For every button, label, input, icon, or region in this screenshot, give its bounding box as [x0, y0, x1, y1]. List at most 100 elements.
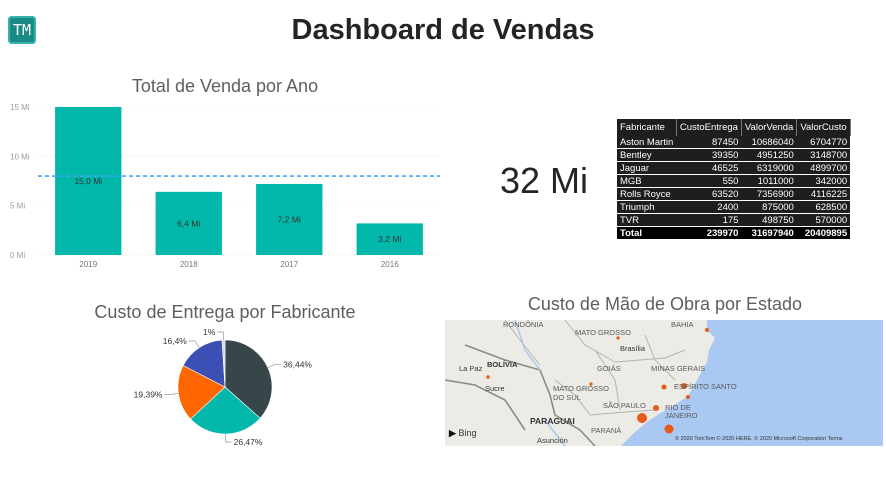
map-bubble[interactable] — [681, 383, 687, 389]
land-mass — [445, 320, 715, 446]
y-tick-label: 0 Mi — [10, 251, 25, 260]
river — [514, 320, 566, 446]
country-border — [445, 344, 596, 446]
table-header-row: Fabricante CustoEntrega ValorVenda Valor… — [617, 119, 851, 136]
pie-data-label: 36,44% — [283, 359, 312, 369]
fabricante-table[interactable]: Fabricante CustoEntrega ValorVenda Valor… — [617, 119, 851, 240]
bar-data-label: 7,2 Mi — [278, 214, 301, 224]
map-bubble[interactable] — [705, 328, 709, 332]
map-label: MATO GROSSO — [575, 328, 631, 337]
pie-data-label: 19,39% — [134, 389, 163, 399]
bar-data-label: 3,2 Mi — [378, 234, 401, 244]
pie-data-label: 1% — [203, 327, 216, 337]
pie-slice[interactable] — [224, 339, 273, 419]
pie-leader-line — [225, 433, 232, 443]
table-row[interactable]: MGB 550 1011000 342000 — [617, 174, 851, 188]
map-title: Custo de Mão de Obra por Estado — [527, 294, 803, 314]
map-label: ESPÍRITO SANTO — [674, 382, 737, 391]
pie-chart[interactable]: 36,44% 26,47% 19,39% 16,4% 1% — [100, 322, 340, 452]
map-bubble[interactable] — [616, 336, 620, 340]
cell: 4116225 — [796, 187, 851, 201]
cell: 1011000 — [741, 174, 797, 188]
y-tick-label: 15 Mi — [10, 103, 30, 112]
table-row[interactable]: TVR 175 498750 570000 — [617, 213, 851, 227]
map-visual[interactable]: RONDÔNIA MATO GROSSO BAHIA Brasília GOIÁ… — [445, 320, 883, 446]
cell: Jaguar — [617, 161, 677, 175]
state-borders — [504, 320, 686, 416]
cell: 342000 — [796, 174, 851, 188]
map-label: MINAS GERAIS — [651, 364, 706, 373]
pie-data-label: 16,4% — [163, 336, 188, 346]
x-tick-label: 2017 — [280, 260, 298, 269]
cell: 239970 — [676, 226, 742, 240]
map-label: PARANÁ — [591, 426, 622, 435]
column-header[interactable]: ValorCusto — [796, 119, 851, 136]
bar[interactable] — [356, 223, 423, 255]
cell: 46525 — [676, 161, 742, 175]
cell: 39350 — [676, 148, 742, 162]
bar-data-label: 15,0 Mi — [74, 176, 102, 186]
cell: MGB — [617, 174, 677, 188]
bar[interactable] — [155, 191, 222, 255]
app-logo: TM — [8, 16, 36, 44]
cell: 7356900 — [741, 187, 797, 201]
map-label: GOIÁS — [597, 364, 621, 373]
table-row[interactable]: Bentley 39350 4951250 3148700 — [617, 148, 851, 162]
cell: 175 — [676, 213, 742, 227]
cell: 2400 — [676, 200, 742, 214]
table-row[interactable]: Rolls Royce 63520 7356900 4116225 — [617, 187, 851, 201]
cell: 10686040 — [741, 136, 797, 149]
y-tick-label: 5 Mi — [10, 202, 25, 211]
x-tick-label: 2018 — [180, 260, 198, 269]
map-bubble[interactable] — [664, 424, 674, 434]
cell: 31697940 — [741, 226, 797, 240]
cell: 3148700 — [796, 148, 851, 162]
pie-slice[interactable] — [182, 339, 226, 388]
map-bubble[interactable] — [637, 413, 647, 423]
cell: 875000 — [741, 200, 797, 214]
table-row[interactable]: Triumph 2400 875000 628500 — [617, 200, 851, 214]
cell: 498750 — [741, 213, 797, 227]
cell: Aston Martin — [617, 136, 677, 149]
map-label: RIO DE JANEIRO — [665, 403, 698, 420]
map-bubble[interactable] — [661, 384, 667, 390]
map-bubble[interactable] — [486, 375, 490, 379]
bar-chart[interactable]: 0 Mi 5 Mi 10 Mi 15 Mi 15,0 Mi 2019 6,4 Mi 2018 7… — [0, 98, 450, 278]
pie-slice[interactable] — [221, 339, 226, 388]
column-header[interactable]: ValorVenda — [741, 119, 798, 136]
page-title: Dashboard de Vendas — [291, 14, 595, 46]
column-header[interactable]: Fabricante — [617, 119, 677, 136]
pie-leader-line — [188, 340, 200, 348]
cell: 6319000 — [741, 161, 797, 175]
map-copyright: © 2020 TomTom © 2020 HERE, © 2020 Micros… — [675, 436, 843, 442]
cell: Rolls Royce — [617, 187, 677, 201]
map-label: Asunción — [537, 436, 568, 445]
pie-data-label: 26,47% — [234, 437, 263, 447]
kpi-total-value: 32 Mi — [499, 160, 589, 201]
table-row[interactable]: Aston Martin 87450 10686040 6704770 — [617, 136, 851, 149]
map-bubble[interactable] — [686, 395, 690, 399]
pie-leader-line — [267, 364, 282, 369]
column-header[interactable]: CustoEntrega — [676, 119, 742, 136]
bing-label: Bing — [458, 428, 477, 438]
cell: 4899700 — [796, 161, 851, 175]
table-total-row: Total 239970 31697940 20409895 — [617, 226, 851, 240]
x-tick-label: 2019 — [79, 260, 97, 269]
map-bubble[interactable] — [653, 405, 659, 411]
bar-data-label: 6,4 Mi — [177, 218, 200, 228]
cell: 570000 — [796, 213, 851, 227]
pie-leader-line — [164, 393, 179, 395]
table-row[interactable]: Jaguar 46525 6319000 4899700 — [617, 161, 851, 175]
cell: 6704770 — [796, 136, 851, 149]
cell: 20409895 — [796, 226, 851, 240]
bar[interactable] — [256, 183, 323, 255]
map-label: Sucre — [485, 384, 505, 393]
map-label: Brasília — [620, 344, 646, 353]
bar[interactable] — [55, 107, 122, 255]
pie-slice[interactable] — [190, 386, 261, 435]
pie-slice[interactable] — [177, 365, 226, 420]
map-label: RONDÔNIA — [503, 320, 544, 329]
cell: Triumph — [617, 200, 677, 214]
map-bubble[interactable] — [589, 382, 593, 386]
cell: 87450 — [676, 136, 742, 149]
